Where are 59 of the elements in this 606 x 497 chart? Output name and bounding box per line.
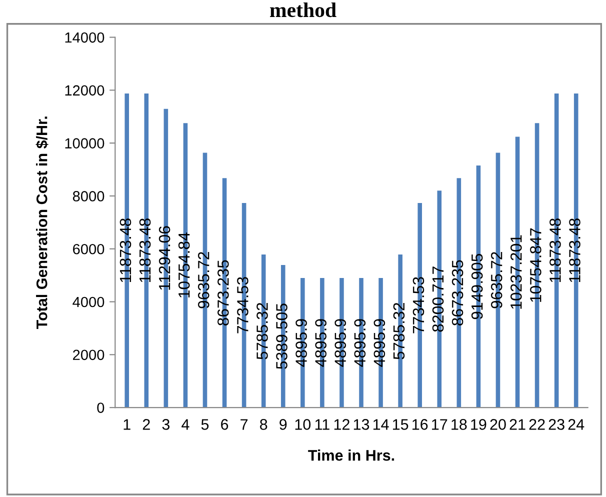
data-label: 8673.235 [452, 260, 464, 326]
data-label: 8673.235 [218, 260, 229, 326]
x-tick-label: 18 [452, 419, 467, 430]
x-tick-label: 7 [240, 419, 248, 430]
y-tick-label: 6000 [73, 244, 104, 254]
data-label: 9635.72 [490, 252, 502, 308]
data-label: 9635.72 [198, 252, 210, 308]
x-tick-label: 16 [412, 419, 428, 430]
x-tick-label: 20 [490, 419, 506, 430]
x-tick-label: 12 [334, 419, 350, 430]
x-tick-label: 3 [162, 419, 170, 430]
y-tick-label: 4000 [72, 296, 104, 308]
data-label: 5785.32 [393, 302, 405, 360]
data-label: 8200.717 [432, 266, 444, 332]
data-label: 5389.505 [276, 304, 288, 369]
data-label: 10754.84 [178, 232, 190, 298]
x-axis-title: Time in Hrs. [308, 450, 394, 461]
x-tick-label: 10 [295, 419, 311, 430]
data-label: 7734.53 [412, 277, 424, 334]
data-label: 4895.9 [334, 319, 346, 367]
y-tick-label: 8000 [72, 191, 104, 202]
data-label: 11873.48 [550, 218, 561, 282]
x-tick-label: 6 [221, 419, 228, 430]
data-label: 9149.905 [471, 254, 483, 320]
data-label: 11294.06 [158, 226, 170, 290]
x-tick-label: 22 [529, 419, 545, 430]
x-tick-label: 5 [201, 419, 209, 430]
data-label: 10754.847 [530, 228, 542, 302]
data-label: 10237.201 [510, 235, 522, 309]
x-tick-label: 8 [260, 419, 268, 430]
x-tick-label: 11 [315, 419, 330, 430]
data-label: 4895.9 [296, 319, 307, 367]
y-tick-label: 10000 [65, 138, 104, 148]
data-label: 11873.48 [139, 218, 151, 282]
x-tick-label: 23 [548, 419, 564, 430]
data-label: 5785.32 [256, 302, 268, 360]
x-tick-label: 4 [182, 419, 190, 430]
data-label: 4895.9 [354, 319, 366, 367]
x-tick-label: 17 [432, 419, 448, 430]
data-label: 11873.48 [120, 218, 132, 282]
data-label: 11873.48 [569, 218, 580, 282]
y-tick-label: 2000 [73, 350, 104, 360]
y-axis-title: Total Generation Cost in $/Hr. [36, 116, 48, 330]
data-label: 4895.9 [315, 319, 326, 367]
chart-title: method [270, 2, 336, 18]
y-tick-label: 14000 [65, 32, 104, 43]
y-tick-label: 0 [97, 402, 104, 413]
data-label: 4895.9 [374, 319, 386, 367]
x-tick-label: 15 [392, 419, 408, 430]
x-tick-label: 1 [124, 419, 130, 430]
x-tick-label: 14 [373, 419, 389, 430]
x-tick-label: 21 [510, 419, 526, 430]
x-tick-label: 13 [354, 419, 370, 430]
x-tick-label: 9 [280, 419, 287, 430]
x-tick-label: 24 [568, 419, 584, 430]
x-tick-label: 2 [142, 419, 150, 430]
x-tick-label: 19 [471, 419, 486, 430]
data-label: 7734.53 [237, 277, 248, 334]
y-tick-label: 12000 [65, 85, 104, 96]
